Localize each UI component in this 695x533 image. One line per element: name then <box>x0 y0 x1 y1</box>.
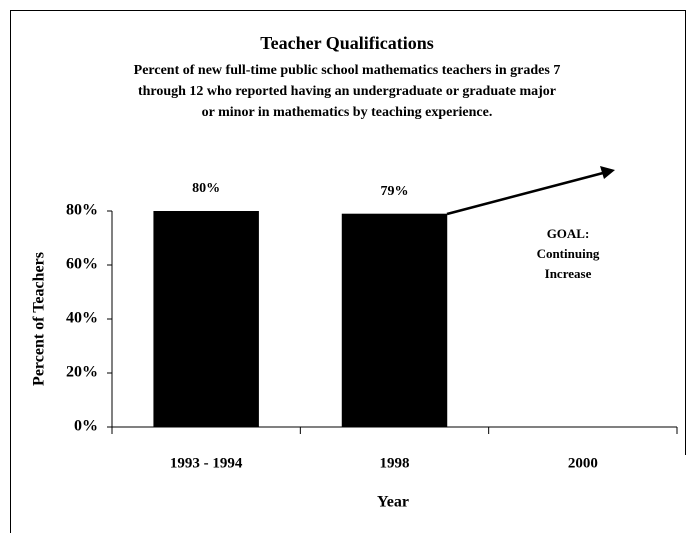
frame <box>10 10 686 533</box>
subtitle-line: Percent of new full-time public school m… <box>134 63 561 78</box>
bar <box>341 213 448 427</box>
y-axis-label: Percent of Teachers <box>31 252 48 386</box>
goal-arrow <box>446 171 604 216</box>
chart-title: Teacher Qualifications <box>260 33 434 53</box>
bar <box>153 211 259 427</box>
y-tick-label: 60% <box>66 256 98 273</box>
annotation: Increase <box>545 266 592 281</box>
y-tick-label: 40% <box>66 310 98 327</box>
y-tick-label: 0% <box>74 418 98 435</box>
x-tick-label: 1993 - 1994 <box>170 455 243 471</box>
goal-arrowhead <box>600 166 615 179</box>
x-tick-label: 1998 <box>380 455 410 471</box>
value-label: 80% <box>192 181 220 196</box>
x-tick-label: 2000 <box>568 455 598 471</box>
subtitle-line: through 12 who reported having an underg… <box>138 84 556 99</box>
y-tick-label: 20% <box>66 364 98 381</box>
annotation: GOAL: <box>547 226 590 241</box>
y-tick-label: 80% <box>66 202 98 219</box>
annotation: Continuing <box>537 246 600 261</box>
x-axis-label: Year <box>377 494 409 511</box>
subtitle-line: or minor in mathematics by teaching expe… <box>202 105 493 120</box>
value-label: 79% <box>381 184 409 199</box>
